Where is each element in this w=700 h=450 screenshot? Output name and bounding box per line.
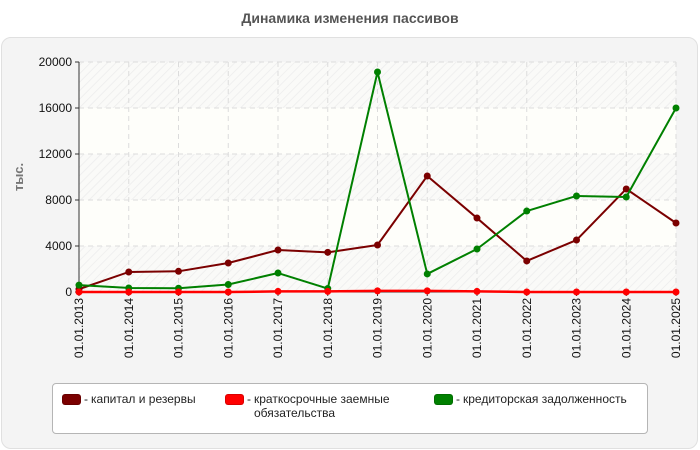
y-tick-label: 4000	[45, 239, 72, 253]
y-tick-label: 8000	[45, 193, 72, 207]
series-1	[75, 287, 680, 296]
data-point[interactable]	[672, 288, 680, 296]
data-point[interactable]	[274, 269, 282, 277]
data-point[interactable]	[175, 267, 182, 275]
data-point[interactable]	[523, 288, 531, 296]
x-tick-label: 01.01.2022	[520, 298, 534, 358]
y-tick-label: 12000	[39, 147, 73, 161]
data-point[interactable]	[75, 288, 83, 296]
data-point[interactable]	[622, 288, 630, 296]
data-point[interactable]	[324, 248, 332, 256]
y-tick-label: 0	[65, 285, 72, 299]
legend-item-capital[interactable]: - капитал и резервы	[62, 392, 196, 406]
x-tick-label: 01.01.2016	[221, 298, 235, 358]
data-point[interactable]	[224, 281, 232, 289]
y-tick-label: 20000	[39, 55, 73, 69]
legend-label-accounts-payable: кредиторская задолженность	[463, 392, 627, 406]
data-point[interactable]	[573, 192, 580, 200]
data-point[interactable]	[374, 287, 381, 295]
legend-item-short-term-loans[interactable]: - краткосрочные заемные обязательства	[225, 392, 390, 420]
data-point[interactable]	[324, 287, 332, 295]
legend-label-short-term-loans-line2: обязательства	[254, 406, 335, 420]
data-point[interactable]	[672, 104, 680, 112]
data-point[interactable]	[274, 246, 282, 254]
x-tick-label: 01.01.2014	[122, 298, 136, 358]
legend-swatch-capital	[62, 394, 81, 405]
data-point[interactable]	[473, 287, 481, 295]
plot-area	[79, 62, 676, 292]
data-point[interactable]	[374, 68, 381, 76]
data-point[interactable]	[374, 241, 381, 249]
data-point[interactable]	[224, 288, 232, 296]
data-point[interactable]	[423, 270, 431, 278]
x-tick-label: 01.01.2025	[669, 298, 683, 358]
legend-swatch-accounts-payable	[434, 394, 453, 405]
chart-title: Динамика изменения пассивов	[241, 10, 459, 26]
legend-label-short-term-loans-line1: краткосрочные заемные	[254, 392, 390, 406]
data-point[interactable]	[622, 193, 630, 201]
x-tick-label: 01.01.2018	[321, 298, 335, 358]
x-tick-label: 01.01.2024	[619, 298, 633, 358]
data-point[interactable]	[672, 219, 680, 227]
data-point[interactable]	[274, 287, 282, 295]
data-point[interactable]	[573, 288, 580, 296]
y-axis-label: тыс.	[11, 163, 26, 191]
legend-item-accounts-payable[interactable]: - кредиторская задолженность	[434, 392, 627, 406]
x-tick-label: 01.01.2019	[371, 298, 385, 358]
data-point[interactable]	[473, 245, 481, 253]
x-tick-label: 01.01.2020	[420, 298, 434, 358]
data-point[interactable]	[573, 236, 580, 244]
data-point[interactable]	[175, 288, 182, 296]
y-axis-ticks: 0 4000 8000 12000 16000 20000	[39, 55, 79, 299]
series-lines	[75, 68, 680, 296]
x-tick-label: 01.01.2021	[470, 298, 484, 358]
data-point[interactable]	[75, 281, 83, 289]
y-tick-label: 16000	[39, 101, 73, 115]
legend-swatch-short-term-loans	[225, 394, 244, 405]
data-point[interactable]	[523, 257, 531, 265]
data-point[interactable]	[423, 172, 431, 180]
x-tick-label: 01.01.2017	[271, 298, 285, 358]
data-point[interactable]	[423, 287, 431, 295]
x-tick-label: 01.01.2023	[570, 298, 584, 358]
data-point[interactable]	[473, 214, 481, 222]
data-point[interactable]	[523, 207, 531, 215]
chart-legend: - капитал и резервы - краткосрочные заемны…	[52, 383, 648, 434]
data-point[interactable]	[622, 185, 630, 193]
data-point[interactable]	[125, 268, 133, 276]
legend-label-capital: капитал и резервы	[91, 392, 196, 406]
data-point[interactable]	[125, 288, 133, 296]
series-2	[75, 68, 680, 293]
x-axis-ticks: 01.01.2013 01.01.2014 01.01.2015 01.01.2016…	[72, 292, 683, 358]
x-tick-label: 01.01.2015	[172, 298, 186, 358]
x-tick-label: 01.01.2013	[72, 298, 86, 358]
data-point[interactable]	[224, 259, 232, 267]
